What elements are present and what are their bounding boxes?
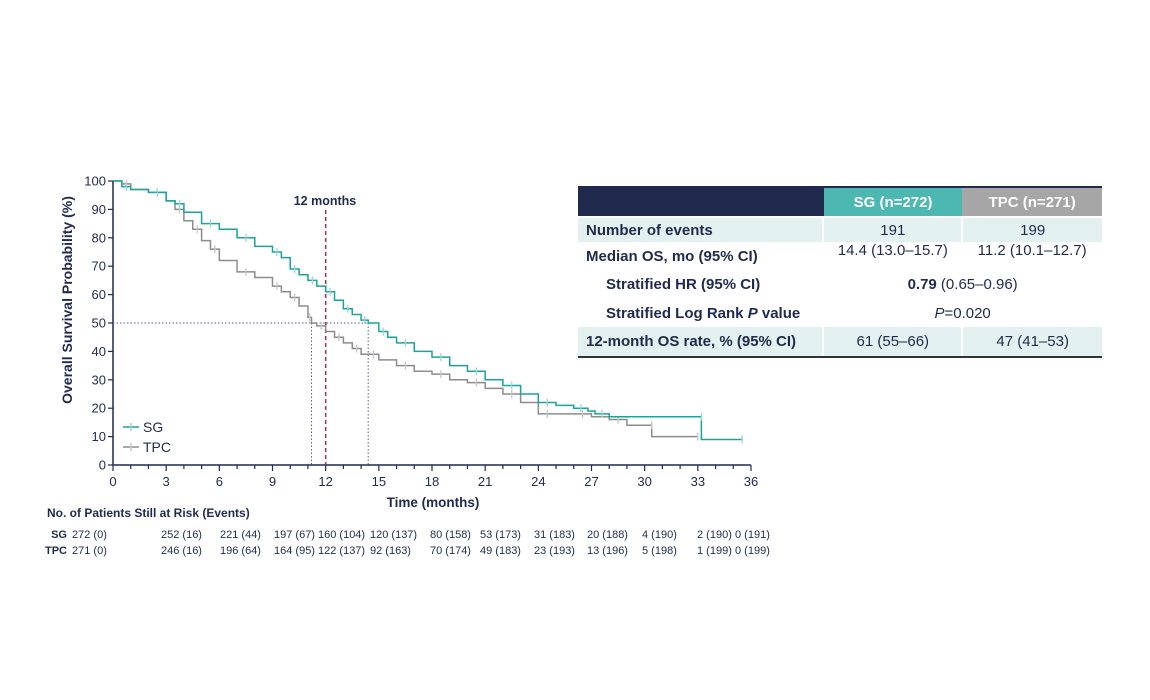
risk-cell-tpc: 122 (137) [318, 545, 365, 557]
risk-cell-sg: 80 (158) [430, 529, 471, 541]
risk-cell-tpc: 49 (183) [480, 545, 521, 557]
legend: SG TPC [123, 419, 171, 455]
risk-cell-sg: 252 (16) [161, 529, 202, 541]
risk-cell-sg: 120 (137) [370, 529, 417, 541]
x-tick-label: 18 [425, 474, 439, 489]
x-tick-label: 15 [372, 474, 386, 489]
x-tick-label: 3 [163, 474, 170, 489]
y-tick-label: 70 [92, 259, 106, 274]
x-tick-label: 9 [269, 474, 276, 489]
pvalue-label: Stratified Log Rank P value [578, 299, 823, 327]
median-sg: 14.4 (13.0–15.7) [837, 242, 948, 259]
y-tick-label: 50 [92, 316, 106, 331]
risk-cell-tpc: 164 (95) [274, 545, 315, 557]
risk-cell-sg: 20 (188) [587, 529, 628, 541]
y-tick-label: 10 [92, 429, 106, 444]
x-tick-label: 27 [584, 474, 598, 489]
risk-cell-sg: 160 (104) [318, 529, 365, 541]
events-label: Number of events [578, 216, 824, 242]
os-summary-table: SG (n=272) TPC (n=271) Number of events … [578, 186, 1102, 358]
hr-value: 0.79 (0.65–0.96) [823, 270, 1102, 299]
rate12-sg: 61 (55–66) [822, 327, 963, 358]
annotation-12-months: 12 months [294, 194, 357, 208]
risk-cell-sg: 272 (0) [72, 529, 107, 541]
hr-label: Stratified HR (95% CI) [606, 276, 761, 293]
risk-cell-sg: 197 (67) [274, 529, 315, 541]
risk-cell-tpc: 70 (174) [430, 545, 471, 557]
y-tick-label: 90 [92, 202, 106, 217]
x-tick-label: 6 [216, 474, 223, 489]
risk-row-label-sg: SG [51, 529, 67, 541]
median-tpc: 11.2 (10.1–12.7) [977, 242, 1087, 259]
curve-tpc [113, 180, 698, 438]
pvalue-p: P [934, 304, 945, 322]
x-tick-label: 0 [109, 474, 116, 489]
risk-cell-sg: 4 (190) [642, 529, 677, 541]
y-axis-label: Overall Survival Probability (%) [59, 196, 75, 404]
pvalue-number: =0.020 [944, 304, 991, 322]
hr-point: 0.79 [907, 276, 937, 293]
pvalue-value: P=0.020 [823, 299, 1102, 327]
risk-cell-tpc: 23 (193) [534, 545, 575, 557]
header-blank [578, 186, 824, 217]
events-sg: 191 [822, 216, 963, 242]
y-tick-label: 20 [92, 401, 106, 416]
x-tick-label: 36 [744, 474, 758, 489]
rate12-label: 12-month OS rate, % (95% CI) [578, 327, 824, 358]
risk-table-title: No. of Patients Still at Risk (Events) [47, 506, 250, 520]
legend-tpc: TPC [143, 439, 171, 455]
y-tick-label: 0 [99, 458, 106, 473]
y-tick-label: 30 [92, 372, 106, 387]
y-tick-label: 80 [92, 230, 106, 245]
x-axis-label: Time (months) [387, 495, 480, 510]
risk-cell-tpc: 13 (196) [587, 545, 628, 557]
risk-cell-tpc: 246 (16) [161, 545, 202, 557]
x-tick-label: 30 [637, 474, 651, 489]
risk-cell-sg: 2 (190) [697, 529, 732, 541]
risk-cell-tpc: 1 (199) [697, 545, 732, 557]
row-pvalue: Stratified Log Rank P value P=0.020 [578, 299, 1102, 327]
risk-cell-tpc: 92 (163) [370, 545, 411, 557]
risk-cell-tpc: 196 (64) [220, 545, 261, 557]
row-hr: Stratified HR (95% CI) 0.79 (0.65–0.96) [578, 270, 1102, 299]
row-events: Number of events 191 199 [578, 216, 1102, 242]
curve-sg [113, 180, 743, 441]
risk-cell-sg: 53 (173) [480, 529, 521, 541]
hr-ci: (0.65–0.96) [936, 276, 1018, 293]
x-tick-label: 21 [478, 474, 492, 489]
y-tick-label: 40 [92, 344, 106, 359]
y-tick-label: 100 [84, 174, 106, 189]
rate12-tpc: 47 (41–53) [961, 327, 1102, 358]
x-tick-label: 24 [531, 474, 545, 489]
pvalue-label-pre: Stratified Log Rank [606, 304, 748, 322]
header-tpc: TPC (n=271) [962, 186, 1102, 217]
events-tpc: 199 [961, 216, 1102, 242]
median-label: Median OS, mo (95% CI) [586, 247, 758, 265]
pvalue-label-post: value [757, 304, 801, 322]
risk-cell-sg: 0 (191) [735, 529, 770, 541]
risk-row-label-tpc: TPC [45, 545, 67, 557]
row-12-month-rate: 12-month OS rate, % (95% CI) 61 (55–66) … [578, 327, 1102, 358]
pvalue-label-p: P [747, 304, 758, 322]
risk-cell-sg: 221 (44) [220, 529, 261, 541]
risk-cell-sg: 31 (183) [534, 529, 575, 541]
header-sg: SG (n=272) [822, 186, 963, 217]
risk-cell-tpc: 0 (199) [735, 545, 770, 557]
risk-cell-tpc: 271 (0) [72, 545, 107, 557]
row-median: Median OS, mo (95% CI) 14.4 (13.0–15.7) … [578, 242, 1102, 270]
x-tick-label: 33 [691, 474, 705, 489]
legend-sg: SG [143, 419, 163, 435]
y-tick-label: 60 [92, 287, 106, 302]
risk-cell-tpc: 5 (198) [642, 545, 677, 557]
x-tick-label: 12 [318, 474, 332, 489]
